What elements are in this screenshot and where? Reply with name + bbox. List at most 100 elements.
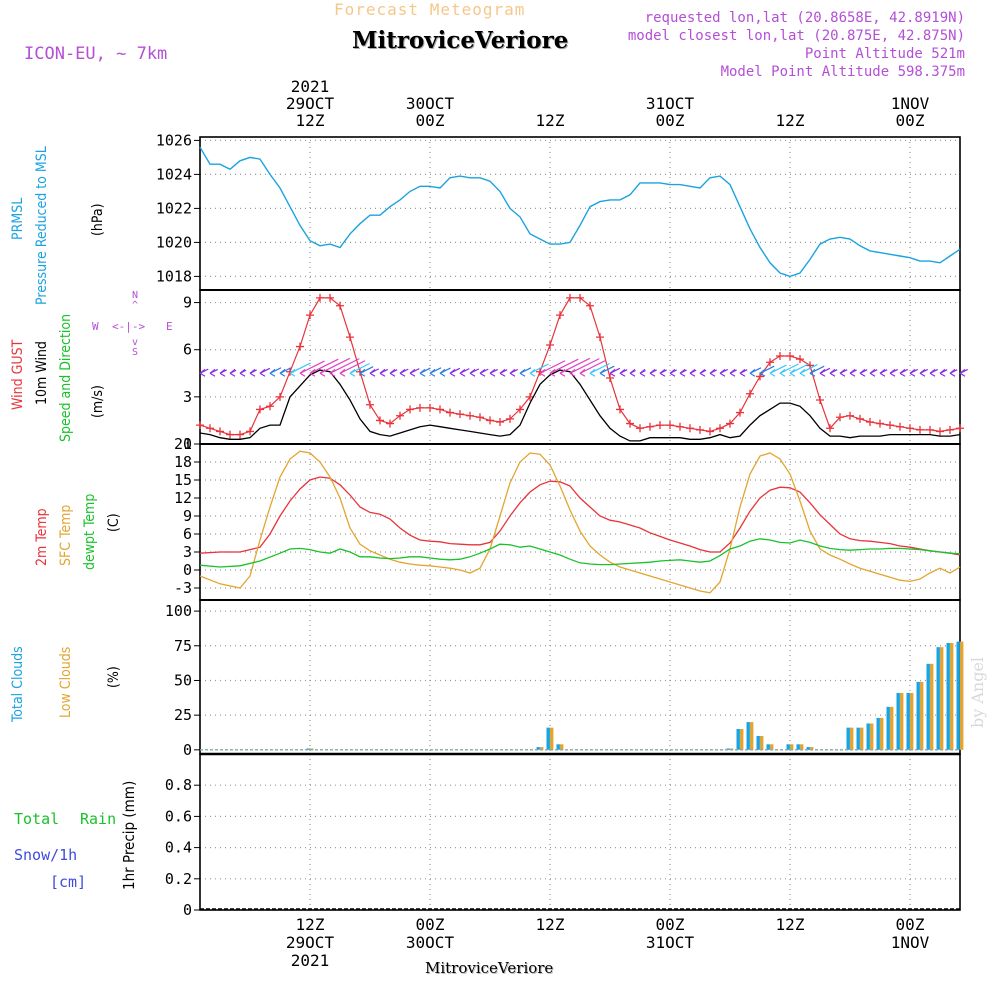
gust-marker (656, 421, 664, 430)
gust-marker (436, 405, 444, 414)
cloud-bar (546, 727, 550, 750)
gust-marker (836, 413, 844, 422)
compass-s: S (132, 347, 139, 358)
wind-arrow-head (329, 368, 336, 377)
gust-marker (256, 405, 264, 414)
cloud-bar (930, 663, 934, 750)
gust-marker (926, 425, 934, 434)
precip-snow-unit: [cm] (50, 873, 87, 891)
cloud-bar (786, 744, 790, 750)
footer-location: MitroviceVeriore (425, 959, 554, 977)
cloud-bar (940, 647, 944, 750)
gust-marker (266, 402, 274, 411)
ytick-label-pressure: 1022 (156, 199, 192, 217)
wind-arrow-head (619, 368, 626, 377)
wind-arrow-head (539, 368, 546, 377)
cloud-bar (726, 748, 730, 750)
cloud-bar (756, 735, 760, 750)
cloud-bar (936, 647, 940, 750)
panel-frame-wind (199, 289, 961, 445)
gust-marker (196, 421, 204, 430)
wind-arrow-head (319, 368, 326, 377)
wind-arrow-head (819, 368, 826, 377)
bottom-time-label: 31OCT (646, 933, 695, 952)
top-time-label: 30OCT (406, 94, 455, 113)
bottom-time-label: 00Z (416, 915, 445, 934)
cloud-bar (740, 729, 744, 750)
ytick-label-wind: 9 (183, 294, 192, 312)
top-time-label: 29OCT (286, 94, 335, 113)
wind-arrow-head (249, 368, 256, 377)
wind-arrow (329, 358, 360, 374)
wind-arrow-head (299, 368, 306, 377)
wind-arrow-head (789, 368, 796, 377)
wind-arrow-head (699, 368, 706, 377)
gust-marker (626, 419, 634, 428)
wind-arrow-head (219, 368, 226, 377)
gust-marker (446, 408, 454, 417)
panel-frame-clouds (199, 599, 961, 755)
gust-marker (226, 430, 234, 439)
gust-marker (686, 424, 694, 433)
wind-arrow (769, 364, 787, 374)
cloud-bar (550, 727, 554, 750)
wind-arrow-head (339, 368, 346, 377)
wind-arrow-head (489, 368, 496, 377)
cloud-bar (560, 744, 564, 750)
cloud-bar (916, 681, 920, 750)
wind-arrow-head (389, 368, 396, 377)
bottom-time-label: 00Z (896, 915, 925, 934)
cloud-bar (536, 747, 540, 750)
wind-arrow-head (519, 368, 526, 377)
wind-arrow-head (269, 368, 276, 377)
wind-arrow-head (929, 368, 936, 377)
wind-arrow (319, 357, 351, 374)
top-time-label: 1NOV (891, 94, 930, 113)
wind-arrow (539, 360, 566, 374)
wind-arrow-head (729, 368, 736, 377)
temp-line-0 (199, 476, 961, 556)
wind-arrow (349, 362, 370, 374)
gust-marker (796, 355, 804, 364)
cloud-bar (806, 747, 810, 750)
cloud-bar (736, 729, 740, 750)
wind-arrow-head (369, 368, 376, 377)
gust-marker (306, 311, 314, 320)
gust-marker (676, 422, 684, 431)
cloud-bar (846, 727, 850, 750)
gust-marker (396, 411, 404, 420)
wind-arrow-head (379, 368, 386, 377)
compass-w: W (92, 320, 99, 333)
cloud-bar (540, 747, 544, 750)
wind-arrow-head (689, 368, 696, 377)
ytick-label-temperature: 0 (183, 561, 192, 579)
ytick-label-wind: 3 (183, 388, 192, 406)
gust-marker (216, 427, 224, 436)
cloud-bar (946, 643, 950, 750)
cloud-bar (876, 717, 880, 750)
temp-line-2 (199, 538, 961, 568)
bottom-time-label: 1NOV (891, 933, 930, 952)
model-altitude: Model Point Altitude 598.375m (720, 64, 965, 80)
wind-arrow-head (749, 368, 756, 377)
gust-marker (896, 422, 904, 431)
gust-marker (696, 425, 704, 434)
wind-arrow-head (399, 368, 406, 377)
chart-title: Forecast Meteogram (334, 0, 526, 19)
gust-marker (606, 374, 614, 382)
gust-marker (556, 311, 564, 320)
gust-marker (506, 414, 514, 423)
wind-arrow-head (429, 368, 436, 377)
cloud-bar (880, 717, 884, 750)
wind-arrow-head (209, 368, 216, 377)
gust-marker (956, 424, 964, 433)
wind-arrow-head (509, 368, 516, 377)
ytick-label-precip: 0.6 (165, 807, 192, 825)
pressure-line (199, 146, 961, 278)
wind-arrow-head (909, 368, 916, 377)
gust-marker (376, 416, 384, 425)
cloud-bar (896, 692, 900, 750)
gust-marker (856, 414, 864, 423)
cloud-bar (766, 744, 770, 750)
gust-marker (666, 421, 674, 430)
